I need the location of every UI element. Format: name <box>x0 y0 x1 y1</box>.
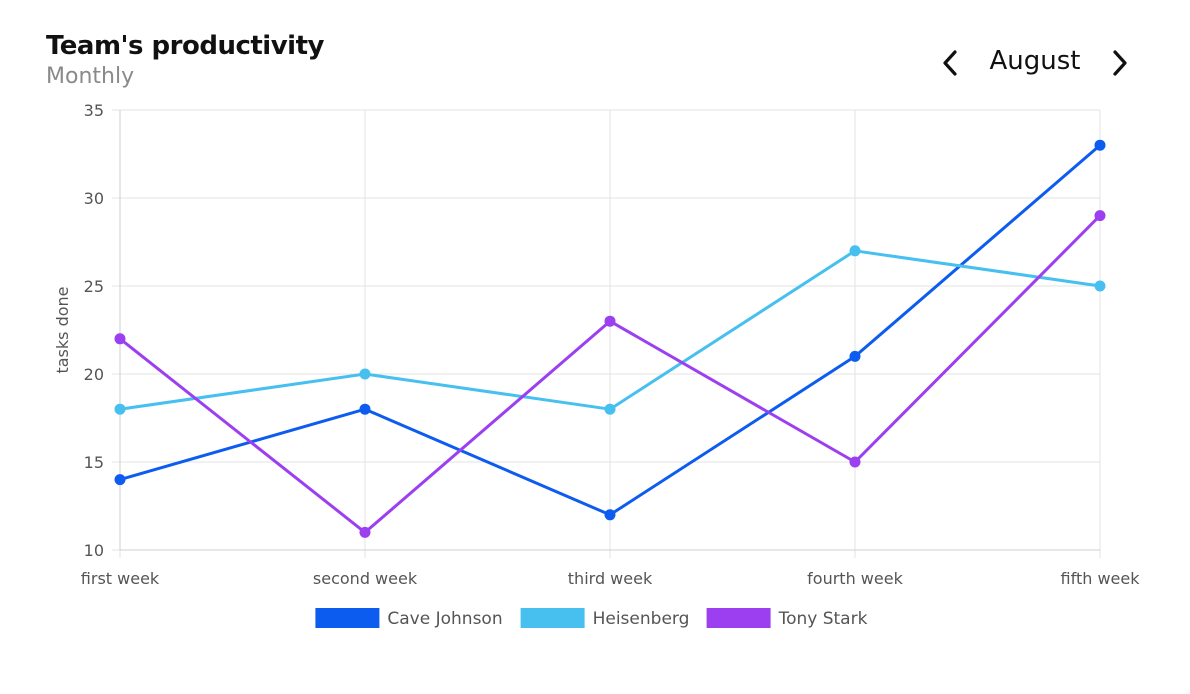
chart-title: Team's productivity <box>46 31 324 61</box>
data-point <box>849 350 861 362</box>
previous-month-button[interactable] <box>930 40 970 86</box>
data-point <box>1094 280 1106 292</box>
y-tick-label: 25 <box>84 277 104 296</box>
next-month-button[interactable] <box>1100 40 1140 86</box>
x-tick-label: third week <box>568 569 653 588</box>
legend-swatch <box>315 608 380 628</box>
data-point <box>359 368 371 380</box>
y-tick-label: 10 <box>84 541 104 560</box>
data-point <box>604 509 616 521</box>
data-point <box>849 245 861 257</box>
legend-label: Tony Stark <box>778 609 868 629</box>
y-axis-label: tasks done <box>53 286 72 373</box>
data-point <box>114 333 126 345</box>
x-tick-label: fifth week <box>1061 569 1141 588</box>
chevron-right-icon <box>1113 50 1127 76</box>
y-tick-label: 15 <box>84 453 104 472</box>
data-point <box>359 403 371 415</box>
y-tick-label: 35 <box>84 101 104 120</box>
y-tick-label: 30 <box>84 189 104 208</box>
data-point <box>359 526 371 538</box>
legend-swatch <box>520 608 585 628</box>
legend-label: Cave Johnson <box>387 609 502 629</box>
legend-label: Heisenberg <box>593 609 690 629</box>
current-month-label: August <box>989 46 1081 76</box>
month-navigator: August <box>930 40 1140 86</box>
x-tick-label: second week <box>313 569 418 588</box>
chevron-left-icon <box>943 50 957 76</box>
data-point <box>849 456 861 468</box>
data-point <box>1094 139 1106 151</box>
data-point <box>114 403 126 415</box>
chart-subtitle: Monthly <box>46 64 135 89</box>
x-tick-label: fourth week <box>807 569 903 588</box>
data-point <box>604 403 616 415</box>
data-point <box>114 474 126 486</box>
data-point <box>604 315 616 327</box>
data-point <box>1094 210 1106 222</box>
y-tick-label: 20 <box>84 365 104 384</box>
legend-swatch <box>706 608 771 628</box>
x-tick-label: first week <box>81 569 160 588</box>
